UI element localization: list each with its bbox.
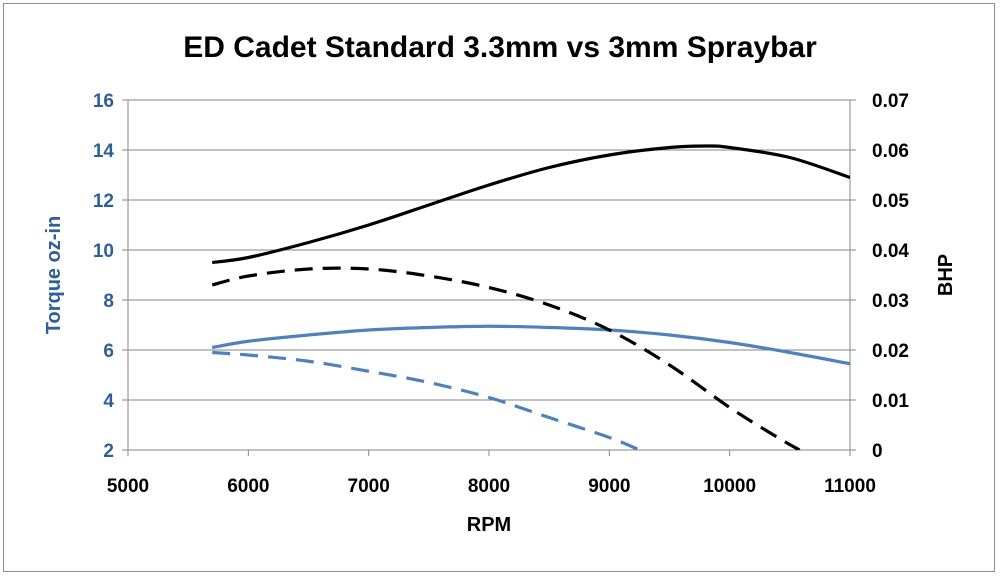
x-tick-label: 5000 <box>107 476 149 497</box>
y-tick-label: 12 <box>93 191 114 212</box>
chart-frame <box>3 3 995 572</box>
y-tick-label: 2 <box>103 441 114 462</box>
left-axis-ticks: 2 4 6 8 10 12 14 16 <box>93 91 128 462</box>
y-tick-label: 8 <box>103 291 114 312</box>
x-tick-label: 9000 <box>588 476 630 497</box>
x-tick-label: 10000 <box>703 476 756 497</box>
y-tick-label: 6 <box>103 341 114 362</box>
x-tick-label: 6000 <box>227 476 269 497</box>
series-line-1 <box>211 324 850 366</box>
y2-tick-label: 0.06 <box>872 141 909 162</box>
x-axis-ticks: 5000 6000 7000 8000 9000 10000 11000 <box>107 450 876 497</box>
y2-tick-label: 0.07 <box>872 91 909 112</box>
x-tick-label: 8000 <box>468 476 510 497</box>
y2-tick-label: 0.01 <box>872 391 909 412</box>
series-line-2 <box>212 350 641 450</box>
y2-tick-label: 0.02 <box>872 341 909 362</box>
y-tick-label: 16 <box>93 91 114 112</box>
y2-tick-label: 0.04 <box>872 241 909 262</box>
y2-axis-label: BHP <box>935 254 957 296</box>
series <box>211 144 850 450</box>
chart-title: ED Cadet Standard 3.3mm vs 3mm Spraybar <box>183 31 817 64</box>
x-tick-label: 11000 <box>824 476 876 497</box>
y2-tick-label: 0 <box>872 441 883 462</box>
y-tick-label: 14 <box>93 141 115 162</box>
y2-tick-label: 0.03 <box>872 291 909 312</box>
y-tick-label: 10 <box>93 241 114 262</box>
y2-tick-label: 0.05 <box>872 191 909 212</box>
series-line-4 <box>211 266 801 450</box>
y-axis-label: Torque oz-in <box>43 216 65 335</box>
right-axis-ticks: 0 0.01 0.02 0.03 0.04 0.05 0.06 0.07 <box>850 91 909 462</box>
x-tick-label: 7000 <box>348 476 390 497</box>
x-axis-label: RPM <box>467 514 511 536</box>
y-tick-label: 4 <box>103 391 114 412</box>
series-line-3 <box>212 144 850 265</box>
